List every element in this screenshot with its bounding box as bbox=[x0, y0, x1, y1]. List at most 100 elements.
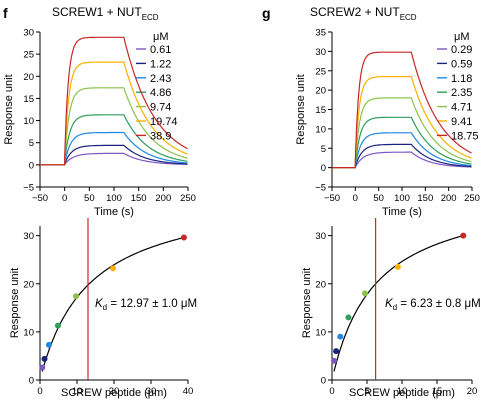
legend-entry-9.74: 9.74 bbox=[150, 102, 171, 114]
trace-0.29 bbox=[332, 151, 472, 169]
y-axis-label: Response unit bbox=[301, 268, 313, 338]
trace-19.74 bbox=[40, 61, 188, 166]
y-tick-label: 20 bbox=[315, 279, 326, 290]
data-point-3 bbox=[54, 322, 61, 329]
legend-entry-4.71: 4.71 bbox=[451, 102, 472, 114]
panel-label-g: g bbox=[262, 5, 271, 21]
x-tick-label: 10 bbox=[72, 386, 83, 397]
y-tick-label: 5 bbox=[321, 144, 326, 155]
fit-curve bbox=[41, 237, 184, 372]
trace-0.59 bbox=[332, 143, 472, 169]
trace-0.61 bbox=[40, 152, 188, 166]
x-tick-label: 10 bbox=[397, 386, 408, 397]
y-tick-label: 30 bbox=[315, 47, 326, 58]
legend-entry-19.74: 19.74 bbox=[150, 116, 178, 128]
x-tick-label: 0 bbox=[353, 193, 358, 204]
x-tick-label: 20 bbox=[467, 386, 478, 397]
panel-f-title: SCREW1 + NUTECD bbox=[52, 5, 159, 22]
x-tick-label: 0 bbox=[329, 386, 334, 397]
panel-g-title: SCREW2 + NUTECD bbox=[310, 5, 417, 22]
kd-annotation-g: Kd = 6.23 ± 0.8 μM bbox=[385, 298, 481, 312]
y-tick-label: 10 bbox=[23, 327, 34, 338]
trace-1.18 bbox=[332, 132, 472, 169]
legend-entry-0.59: 0.59 bbox=[451, 58, 472, 70]
y-tick-label: 30 bbox=[315, 231, 326, 242]
y-tick-label: 15 bbox=[315, 105, 326, 116]
y-tick-label: 25 bbox=[23, 50, 34, 61]
x-tick-label: 200 bbox=[441, 193, 457, 204]
data-point-5 bbox=[394, 263, 401, 270]
y-tick-label: 35 bbox=[315, 28, 326, 39]
trace-9.74 bbox=[40, 87, 188, 166]
x-tick-label: −50 bbox=[32, 193, 48, 204]
x-tick-label: 30 bbox=[146, 386, 157, 397]
trace-4.71 bbox=[332, 97, 472, 169]
x-tick-label: 50 bbox=[84, 193, 95, 204]
y-tick-label: 20 bbox=[23, 279, 34, 290]
x-tick-label: 150 bbox=[131, 193, 147, 204]
y-axis-label: Response unit bbox=[295, 74, 307, 144]
legend-entry-0.29: 0.29 bbox=[451, 44, 472, 56]
x-axis-label: Time (s) bbox=[94, 206, 134, 218]
data-point-5 bbox=[110, 265, 117, 272]
x-tick-label: 100 bbox=[394, 193, 410, 204]
y-tick-label: 20 bbox=[315, 86, 326, 97]
x-tick-label: 200 bbox=[155, 193, 171, 204]
y-tick-label: −5 bbox=[23, 183, 34, 194]
data-point-6 bbox=[460, 232, 467, 239]
legend-entry-0.61: 0.61 bbox=[150, 44, 171, 56]
legend-entry-2.35: 2.35 bbox=[451, 87, 472, 99]
x-axis-label: Time (s) bbox=[382, 206, 422, 218]
x-tick-label: −50 bbox=[324, 193, 340, 204]
legend-entry-9.41: 9.41 bbox=[451, 116, 472, 128]
y-tick-label: 5 bbox=[29, 138, 34, 149]
y-tick-label: 0 bbox=[29, 160, 34, 171]
data-point-1 bbox=[41, 355, 48, 362]
data-point-0 bbox=[331, 357, 338, 364]
trace-18.75 bbox=[332, 51, 472, 169]
data-point-1 bbox=[333, 348, 340, 355]
data-point-2 bbox=[337, 333, 344, 340]
y-tick-label: 20 bbox=[23, 72, 34, 83]
kd-annotation-f: Kd = 12.97 ± 1.0 μM bbox=[95, 298, 197, 312]
x-axis-label: SCREW peptide (μm) bbox=[349, 387, 455, 399]
y-tick-label: −5 bbox=[315, 183, 326, 194]
x-axis-label: SCREW peptide (μm) bbox=[61, 387, 167, 399]
legend-entry-18.75: 18.75 bbox=[451, 130, 479, 142]
x-tick-label: 15 bbox=[432, 386, 443, 397]
trace-1.22 bbox=[40, 144, 188, 166]
legend-entry-38.9: 38.9 bbox=[150, 130, 171, 142]
panel-label-f: f bbox=[3, 5, 8, 21]
y-tick-label: 25 bbox=[315, 66, 326, 77]
trace-38.9 bbox=[40, 36, 188, 166]
x-tick-label: 5 bbox=[364, 386, 369, 397]
data-point-6 bbox=[180, 234, 187, 241]
x-tick-label: 50 bbox=[373, 193, 384, 204]
y-axis-label: Response unit bbox=[9, 268, 21, 338]
y-axis-label: Response unit bbox=[3, 74, 15, 144]
binding-curve-g: 0 5 10 15 20 0 10 20 30 SCREW peptide (μm) Respons… bbox=[301, 218, 477, 399]
legend-unit-g: μM bbox=[454, 31, 470, 43]
data-point-4 bbox=[361, 290, 368, 297]
trace-2.43 bbox=[40, 131, 188, 166]
x-tick-label: 100 bbox=[106, 193, 122, 204]
x-tick-label: 0 bbox=[62, 193, 67, 204]
y-tick-label: 30 bbox=[23, 231, 34, 242]
legend-entry-2.43: 2.43 bbox=[150, 73, 171, 85]
x-tick-label: 250 bbox=[180, 193, 196, 204]
data-point-0 bbox=[39, 364, 46, 371]
data-point-3 bbox=[345, 314, 352, 321]
x-tick-label: 150 bbox=[417, 193, 433, 204]
x-tick-label: 0 bbox=[37, 386, 42, 397]
trace-4.86 bbox=[40, 114, 188, 166]
y-tick-label: 10 bbox=[315, 327, 326, 338]
legend-entry-1.22: 1.22 bbox=[150, 58, 171, 70]
data-point-4 bbox=[73, 293, 80, 300]
y-tick-label: 30 bbox=[23, 28, 34, 39]
legend-unit-f: μM bbox=[153, 31, 169, 43]
legend-entry-1.18: 1.18 bbox=[451, 73, 472, 85]
